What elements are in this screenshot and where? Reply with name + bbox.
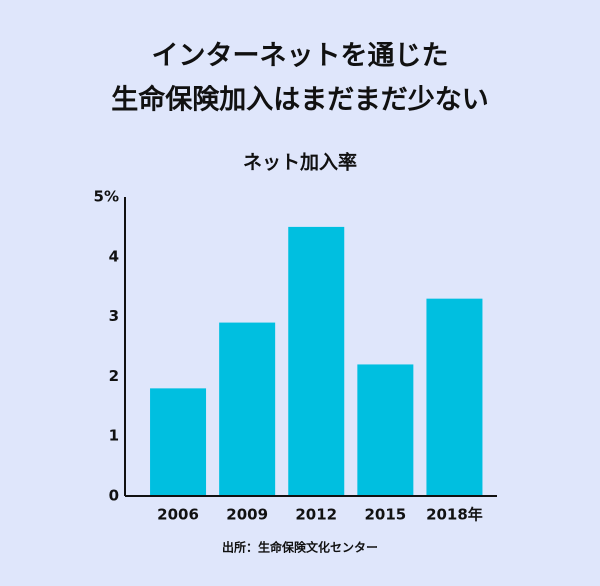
y-tick-label: 0	[109, 487, 119, 505]
bar	[288, 226, 345, 496]
bar	[426, 298, 483, 496]
x-tick-label: 2009	[226, 506, 268, 524]
y-tick-label: 3	[109, 307, 119, 325]
source-note: 出所：生命保険文化センター	[222, 540, 378, 555]
x-tick-label: 2006	[157, 506, 199, 524]
y-tick-label: 4	[109, 247, 119, 265]
chart-title: 生命保険加入はまだまだ少ない	[111, 84, 488, 116]
x-tick-label: 2012	[295, 506, 337, 524]
x-tick-label: 2018年	[426, 506, 483, 524]
y-tick-label: 1	[109, 427, 119, 445]
y-tick-label: 5%	[94, 188, 119, 206]
y-tick-label: 2	[109, 367, 119, 385]
x-tick-label: 2015	[364, 506, 406, 524]
bar	[219, 322, 276, 496]
bar	[357, 364, 414, 496]
bar	[150, 388, 207, 496]
chart-title: インターネットを通じた	[152, 41, 449, 72]
chart-subtitle: ネット加入率	[243, 151, 357, 174]
